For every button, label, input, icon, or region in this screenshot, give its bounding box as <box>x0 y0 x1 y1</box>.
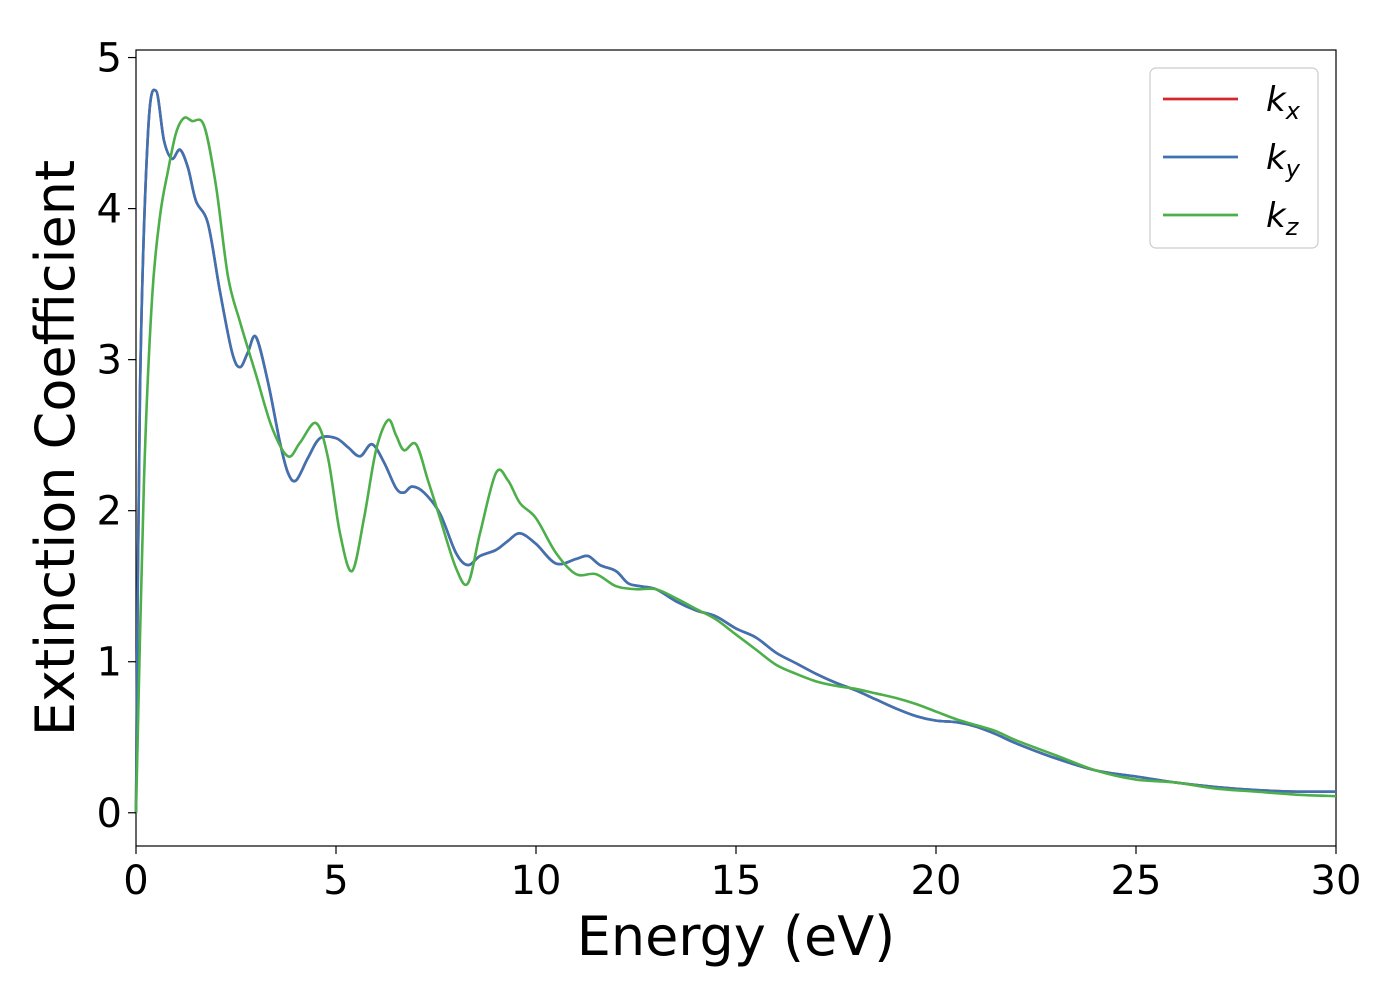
y-tick-label: 2 <box>97 489 122 535</box>
series-line-kz <box>134 116 1337 813</box>
x-axis-title: Energy (eV) <box>577 905 896 968</box>
x-tick-label: 25 <box>1111 858 1162 904</box>
legend-label-kz: kz <box>1266 196 1300 241</box>
y-axis-title: Extinction Coefficient <box>24 160 87 736</box>
legend-label-ky: ky <box>1266 138 1301 183</box>
y-tick-label: 4 <box>97 187 122 233</box>
y-tick-label: 3 <box>97 338 122 384</box>
y-tick-label: 1 <box>97 640 122 686</box>
x-tick-label: 0 <box>123 858 148 904</box>
series-layer <box>134 88 1337 813</box>
x-tick-label: 30 <box>1311 858 1362 904</box>
legend-label-kx: kx <box>1266 80 1301 125</box>
x-tick-label: 15 <box>711 858 762 904</box>
x-tick-label: 5 <box>323 858 348 904</box>
x-tick-label: 10 <box>511 858 562 904</box>
y-axis: 0 1 2 3 4 5 <box>97 36 136 837</box>
legend: kx ky kz <box>1149 67 1319 249</box>
y-tick-label: 0 <box>97 791 122 837</box>
series-line-ky <box>134 88 1337 813</box>
x-axis: 0 5 10 15 20 25 30 <box>123 846 1361 904</box>
x-tick-label: 20 <box>911 858 962 904</box>
y-tick-label: 5 <box>97 36 122 82</box>
